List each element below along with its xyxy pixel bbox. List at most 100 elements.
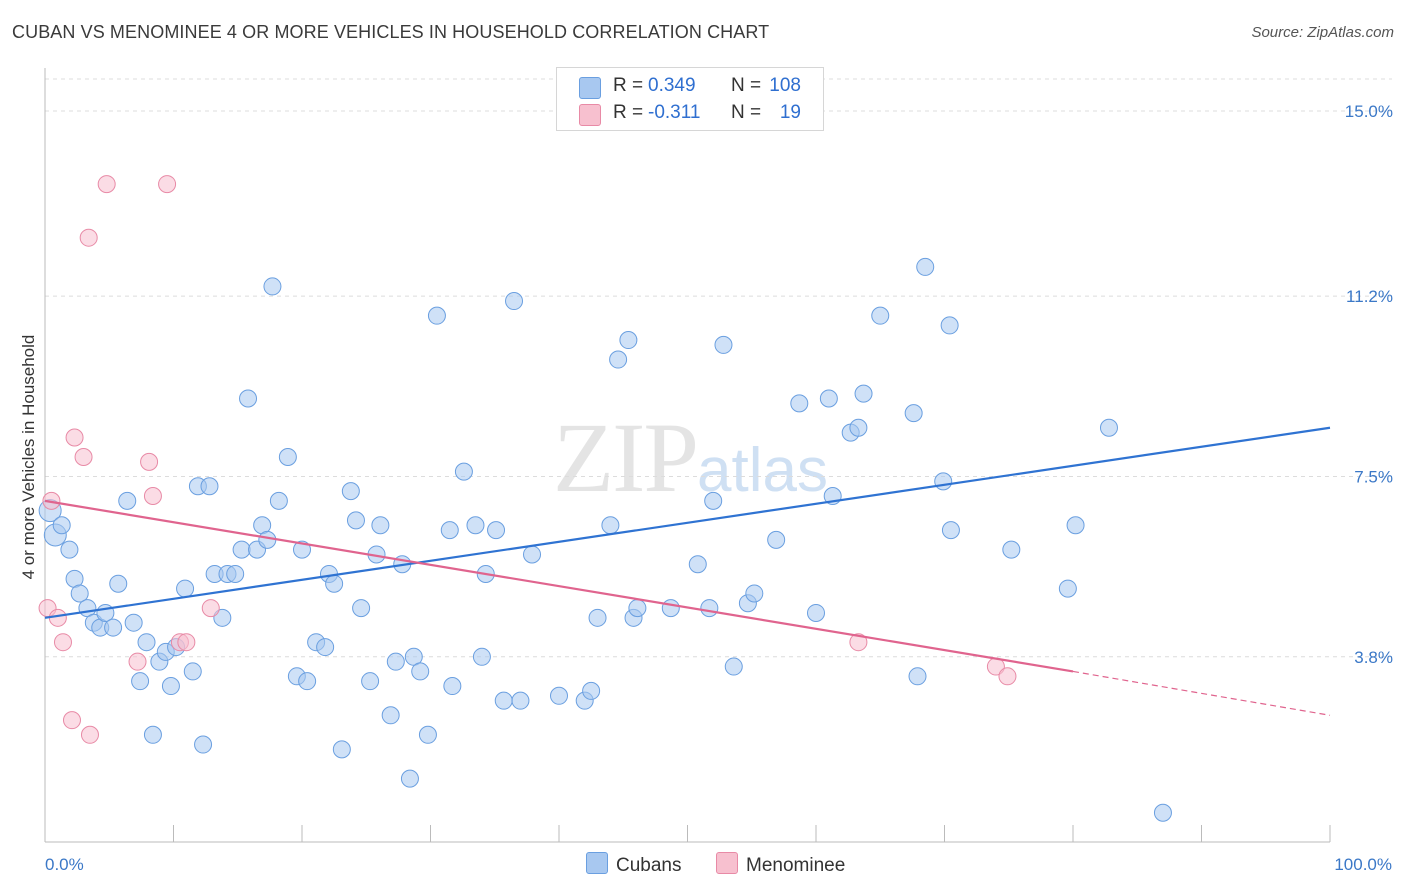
data-point	[511, 691, 530, 710]
data-point	[941, 521, 960, 540]
legend-swatch-cubans	[579, 77, 601, 99]
data-point	[386, 652, 405, 671]
data-point	[60, 540, 79, 559]
legend-r-value: 0.349	[648, 75, 696, 96]
source-label: Source: ZipAtlas.com	[1251, 24, 1394, 41]
series-menominee	[38, 175, 1017, 744]
data-point	[381, 706, 400, 725]
legend-n-value: 19	[779, 102, 801, 123]
data-point	[400, 769, 419, 788]
data-point	[998, 667, 1017, 686]
data-point	[158, 175, 177, 194]
trend-line-cubans	[44, 426, 1331, 619]
legend-r-value: -0.311	[648, 102, 701, 123]
data-point	[1099, 418, 1118, 437]
data-point	[849, 418, 868, 437]
data-point	[688, 555, 707, 574]
data-point	[494, 691, 513, 710]
data-point	[940, 316, 959, 335]
data-point	[601, 516, 620, 535]
data-point	[443, 677, 462, 696]
data-point	[124, 613, 143, 632]
correlation-legend: R = 0.349 N = 108 R = -0.311 N = 19	[556, 67, 824, 131]
data-point	[332, 740, 351, 759]
data-point	[934, 472, 953, 491]
data-point	[454, 462, 473, 481]
data-point	[661, 599, 680, 618]
data-point	[80, 725, 99, 744]
bottom-legend-cubans: Cubans	[586, 852, 682, 877]
data-point	[411, 662, 430, 681]
watermark-zip: ZIP	[553, 402, 699, 513]
data-point	[1002, 540, 1021, 559]
data-point	[62, 711, 81, 730]
trend-line-menominee-extension	[1072, 670, 1331, 716]
data-point	[341, 482, 360, 501]
data-point	[298, 672, 317, 691]
trend-line-menominee	[44, 499, 1074, 673]
data-point	[183, 662, 202, 681]
data-point	[745, 584, 764, 603]
data-point	[871, 306, 890, 325]
y-axis-label: 4 or more Vehicles in Household	[19, 335, 38, 580]
data-point	[200, 477, 219, 496]
data-point	[371, 516, 390, 535]
data-point	[767, 530, 786, 549]
data-point	[226, 564, 245, 583]
data-point	[293, 540, 311, 559]
data-point	[440, 521, 459, 540]
data-point	[352, 599, 371, 618]
data-point	[807, 603, 825, 622]
data-point	[505, 292, 524, 311]
data-point	[104, 618, 123, 637]
data-point	[316, 638, 335, 657]
data-point	[1066, 516, 1085, 535]
data-point	[79, 228, 98, 247]
data-point	[194, 735, 213, 754]
legend-n-label: N =	[731, 75, 762, 96]
data-point	[161, 677, 180, 696]
data-point	[118, 491, 137, 510]
data-point	[137, 633, 156, 652]
data-point	[239, 389, 258, 408]
data-point	[628, 599, 647, 618]
data-point	[609, 350, 628, 369]
data-point	[714, 335, 733, 354]
data-point	[819, 389, 838, 408]
data-point	[177, 633, 196, 652]
data-point	[109, 574, 128, 593]
bottom-legend-label-cubans: Cubans	[616, 855, 682, 876]
data-point	[704, 491, 723, 510]
data-point	[232, 540, 251, 559]
data-point	[582, 681, 601, 700]
data-point	[1153, 803, 1172, 822]
bottom-legend-menominee: Menominee	[716, 852, 845, 877]
data-point	[916, 257, 935, 276]
data-point	[201, 599, 220, 618]
data-point	[176, 579, 195, 598]
data-point	[269, 491, 288, 510]
chart-title: CUBAN VS MENOMINEE 4 OR MORE VEHICLES IN…	[12, 22, 770, 42]
y-tick-label: 11.2%	[1346, 287, 1393, 306]
data-point	[53, 633, 72, 652]
data-point	[588, 608, 607, 627]
data-point	[65, 428, 84, 447]
data-point	[619, 331, 638, 350]
legend-r-label: R =	[613, 102, 644, 123]
series-cubans	[38, 257, 1172, 822]
data-point	[325, 574, 344, 593]
data-point	[74, 448, 93, 466]
data-point	[1058, 579, 1077, 598]
data-point	[97, 175, 116, 194]
data-point	[131, 672, 150, 691]
data-point	[213, 608, 232, 627]
watermark: ZIPatlas	[553, 400, 828, 515]
watermark-atlas: atlas	[697, 436, 828, 505]
legend-n-label: N =	[731, 102, 762, 123]
data-point	[487, 521, 506, 540]
data-point	[700, 599, 719, 618]
y-tick-label: 3.8%	[1354, 648, 1393, 667]
data-point	[523, 545, 542, 564]
data-point	[346, 511, 365, 530]
